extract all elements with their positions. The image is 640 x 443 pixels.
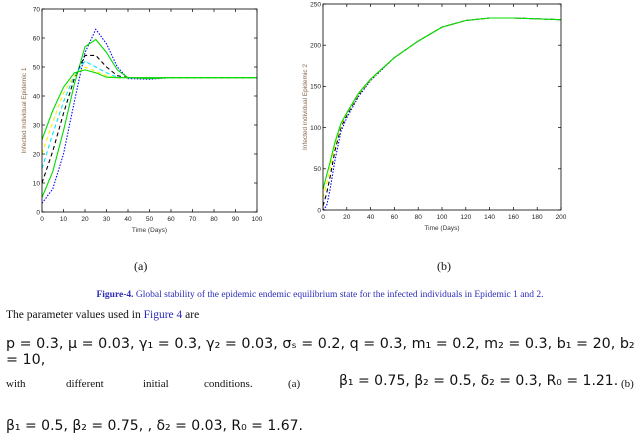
x-tick-label: 70 — [189, 216, 197, 223]
series-line-0 — [41, 28, 257, 204]
chart-a: 0 10 20 30 40 50 60 70 80 90 100 0 10 20 30 40 50 60 70 Tim… — [21, 6, 263, 234]
y-axis-label: Infected individual Epidemic 1 — [21, 67, 28, 153]
x-tick-label: 40 — [367, 214, 375, 221]
y-tick-label: 250 — [310, 1, 321, 8]
x-tick-label: 0 — [321, 214, 325, 221]
parameter-list: p = 0.3, μ = 0.03, γ₁ = 0.3, γ₂ = 0.03, … — [6, 336, 635, 368]
word-conditions: conditions. — [204, 378, 253, 390]
series-line-0 — [322, 17, 562, 211]
condition-b-params: β₁ = 0.5, β₂ = 0.75, , δ₂ = 0.03, R₀ = 1… — [6, 418, 303, 434]
word-initial: initial — [143, 378, 169, 390]
x-tick-label: 20 — [81, 216, 89, 223]
series-line-5 — [41, 69, 257, 140]
x-tick-label: 80 — [415, 214, 423, 221]
caption-text: Global stability of the epidemic endemic… — [133, 290, 544, 300]
y-tick-label: 200 — [310, 43, 321, 50]
x-tick-label: 40 — [124, 216, 132, 223]
series-line-1 — [41, 38, 257, 198]
word-different: different — [66, 378, 104, 390]
y-tick-label: 0 — [317, 207, 321, 214]
x-tick-label: 20 — [343, 214, 351, 221]
series-line-2 — [322, 17, 562, 198]
y-tick-label: 10 — [33, 180, 41, 187]
figure-4: 0 10 20 30 40 50 60 70 80 90 100 0 10 20 30 40 50 60 70 Tim… — [21, 1, 567, 234]
panel-label-b: (b) — [437, 259, 451, 273]
x-tick-label: 0 — [40, 216, 44, 223]
y-tick-label: 150 — [310, 84, 321, 91]
x-axis-label: Time (Days) — [132, 227, 167, 234]
x-tick-label: 180 — [532, 214, 543, 221]
plot-frame — [322, 3, 562, 211]
x-tick-label: 160 — [508, 214, 519, 221]
y-tick-label: 100 — [310, 125, 321, 132]
chart-b: 0 20 40 60 80 100 120 140 160 180 200 0 50 100 150 200 2… — [302, 1, 567, 232]
x-tick-label: 10 — [60, 216, 68, 223]
x-tick-label: 50 — [146, 216, 154, 223]
x-axis-label: Time (Days) — [424, 225, 459, 232]
x-tick-label: 100 — [437, 214, 448, 221]
plot-frame — [41, 8, 258, 213]
y-tick-label: 60 — [33, 35, 41, 42]
x-tick-label: 120 — [460, 214, 471, 221]
condition-b-label: (b) — [621, 378, 634, 390]
word-with: with — [6, 378, 26, 390]
x-tick-label: 30 — [103, 216, 111, 223]
y-tick-label: 40 — [33, 93, 41, 100]
series-line-2 — [41, 54, 257, 184]
x-tick-label: 140 — [484, 214, 495, 221]
series-line-4 — [41, 66, 257, 155]
series-line-1 — [322, 17, 562, 207]
figure-link[interactable]: Figure 4 — [143, 309, 183, 321]
y-tick-label: 0 — [36, 209, 40, 216]
x-tick-label: 100 — [252, 216, 263, 223]
x-tick-label: 200 — [556, 214, 567, 221]
x-tick-label: 90 — [232, 216, 240, 223]
y-tick-label: 30 — [33, 122, 41, 129]
y-tick-label: 50 — [33, 64, 41, 71]
y-tick-label: 70 — [33, 6, 41, 13]
y-tick-label: 50 — [314, 166, 322, 173]
y-tick-label: 20 — [33, 151, 41, 158]
intro-text: The parameter values used in — [6, 309, 144, 321]
x-tick-label: 80 — [210, 216, 218, 223]
figure-caption: Figure-4. Global stability of the epidem… — [0, 290, 640, 300]
intro-text-end: are — [182, 309, 200, 321]
x-tick-label: 60 — [391, 214, 399, 221]
condition-a-label: (a) — [288, 378, 301, 390]
intro-paragraph: The parameter values used in Figure 4 ar… — [6, 309, 199, 321]
y-axis-label: Infected individual Epidemic 2 — [302, 64, 309, 150]
series-line-3 — [322, 17, 562, 190]
x-tick-label: 60 — [167, 216, 175, 223]
caption-label: Figure-4. — [96, 290, 134, 300]
panel-label-a: (a) — [134, 259, 148, 273]
condition-a-params: β₁ = 0.75, β₂ = 0.5, δ₂ = 0.3, R₀ = 1.21… — [339, 373, 619, 389]
